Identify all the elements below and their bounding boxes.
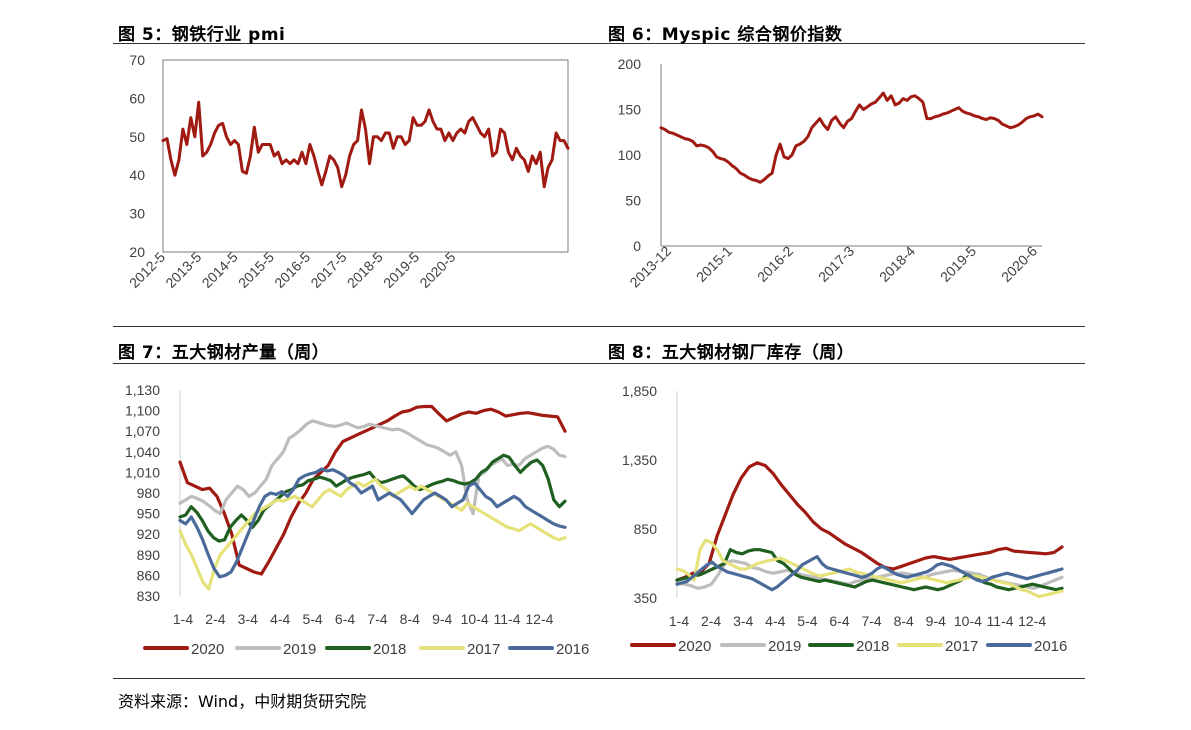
chart-title-steel-inventory: 图 8：五大钢材钢厂库存（周）	[608, 343, 855, 363]
x-tick-label: 5-4	[797, 613, 817, 629]
x-tick-label: 1-4	[173, 611, 193, 627]
x-tick-label: 6-4	[829, 613, 849, 629]
y-tick-label: 20	[129, 244, 145, 260]
x-tick-label: 2-4	[205, 611, 225, 627]
y-tick-label: 60	[129, 90, 145, 106]
x-tick-label: 2014-5	[199, 249, 241, 291]
y-tick-label: 890	[137, 547, 161, 563]
legend-label: 2018	[856, 638, 889, 655]
y-tick-label: 50	[625, 193, 641, 209]
series-line-2019	[178, 419, 567, 516]
series-line-2018	[675, 548, 1064, 592]
x-tick-label: 10-4	[461, 611, 489, 627]
bottom-rule	[113, 363, 640, 364]
bottom-rule-right	[605, 363, 1085, 364]
y-tick-label: 1,100	[125, 403, 160, 419]
series-line-2020	[675, 461, 1064, 582]
y-tick-label: 830	[137, 588, 161, 604]
x-tick-label: 5-4	[302, 611, 322, 627]
y-tick-label: 1,850	[622, 383, 657, 399]
series-line-2016	[178, 467, 567, 579]
middle-rule-right	[605, 326, 1085, 327]
y-tick-label: 1,070	[125, 423, 160, 439]
x-tick-label: 11-4	[987, 613, 1014, 629]
x-tick-label: 9-4	[926, 613, 946, 629]
x-tick-label: 2015-1	[693, 243, 735, 285]
chart-title-steel-pmi: 图 5：钢铁行业 pmi	[118, 25, 286, 45]
legend-label: 2017	[945, 638, 978, 655]
middle-rule	[113, 326, 640, 327]
y-tick-label: 1,010	[125, 464, 160, 480]
x-tick-label: 12-4	[525, 611, 553, 627]
series-line-2017	[178, 477, 567, 591]
y-tick-label: 50	[129, 129, 145, 145]
y-tick-label: 200	[618, 56, 642, 72]
x-tick-label: 8-4	[894, 613, 914, 629]
y-tick-label: 950	[137, 506, 161, 522]
x-tick-label: 9-4	[432, 611, 452, 627]
x-tick-label: 2019-5	[380, 249, 422, 291]
x-tick-label: 2-4	[701, 613, 721, 629]
series-line-2020	[178, 404, 567, 576]
x-tick-label: 11-4	[494, 611, 521, 627]
x-tick-label: 2016-2	[754, 243, 796, 285]
x-tick-label: 7-4	[861, 613, 881, 629]
x-tick-label: 2015-5	[235, 249, 277, 291]
legend-label: 2020	[678, 638, 711, 655]
y-tick-label: 1,130	[125, 382, 160, 398]
x-tick-label: 7-4	[367, 611, 387, 627]
x-tick-label: 2013-5	[162, 249, 204, 291]
x-tick-label: 6-4	[335, 611, 355, 627]
y-tick-label: 1,040	[125, 444, 160, 460]
legend-label: 2018	[373, 641, 406, 658]
x-tick-label: 2020-6	[998, 243, 1040, 285]
x-tick-label: 3-4	[238, 611, 258, 627]
series-line-2016	[675, 554, 1064, 592]
x-tick-label: 2019-5	[937, 243, 979, 285]
x-tick-label: 2017-3	[815, 243, 857, 285]
legend-label: 2019	[283, 641, 316, 658]
x-tick-label: 3-4	[733, 613, 753, 629]
legend-label: 2020	[191, 641, 224, 658]
y-tick-label: 920	[137, 526, 161, 542]
series-line-2018	[178, 453, 567, 543]
top-rule-right	[605, 43, 1085, 44]
plot-frame	[162, 59, 569, 253]
y-tick-label: 40	[129, 167, 145, 183]
y-tick-label: 350	[634, 590, 658, 606]
source-rule	[113, 678, 1085, 679]
y-tick-label: 980	[137, 485, 161, 501]
x-tick-label: 2018-5	[344, 249, 386, 291]
legend-label: 2016	[1034, 638, 1067, 655]
y-tick-label: 860	[137, 567, 161, 583]
y-tick-label: 150	[618, 102, 642, 118]
x-tick-label: 2016-5	[271, 249, 313, 291]
y-tick-label: 850	[634, 521, 658, 537]
top-rule	[113, 43, 640, 44]
y-tick-label: 30	[129, 206, 145, 222]
chart-title-mysteel-index: 图 6：Myspic 综合钢价指数	[608, 25, 843, 45]
legend-label: 2019	[768, 638, 801, 655]
series-line-chart1	[659, 91, 1044, 184]
legend-label: 2017	[467, 641, 500, 658]
y-tick-label: 0	[633, 238, 641, 254]
legend-label: 2016	[556, 641, 589, 658]
y-tick-label: 100	[618, 147, 642, 163]
x-tick-label: 12-4	[1018, 613, 1046, 629]
x-tick-label: 2018-4	[876, 243, 918, 285]
x-tick-label: 10-4	[954, 613, 982, 629]
y-tick-label: 70	[129, 52, 145, 68]
x-tick-label: 2017-5	[307, 249, 349, 291]
y-tick-label: 1,350	[622, 452, 657, 468]
source-note: 资料来源：Wind，中财期货研究院	[118, 692, 367, 711]
x-tick-label: 2020-5	[416, 249, 458, 291]
series-line-chart0	[161, 100, 570, 189]
chart-title-steel-output: 图 7：五大钢材产量（周）	[118, 343, 330, 363]
x-tick-label: 1-4	[669, 613, 689, 629]
x-tick-label: 4-4	[270, 611, 290, 627]
x-tick-label: 8-4	[400, 611, 420, 627]
x-tick-label: 4-4	[765, 613, 785, 629]
